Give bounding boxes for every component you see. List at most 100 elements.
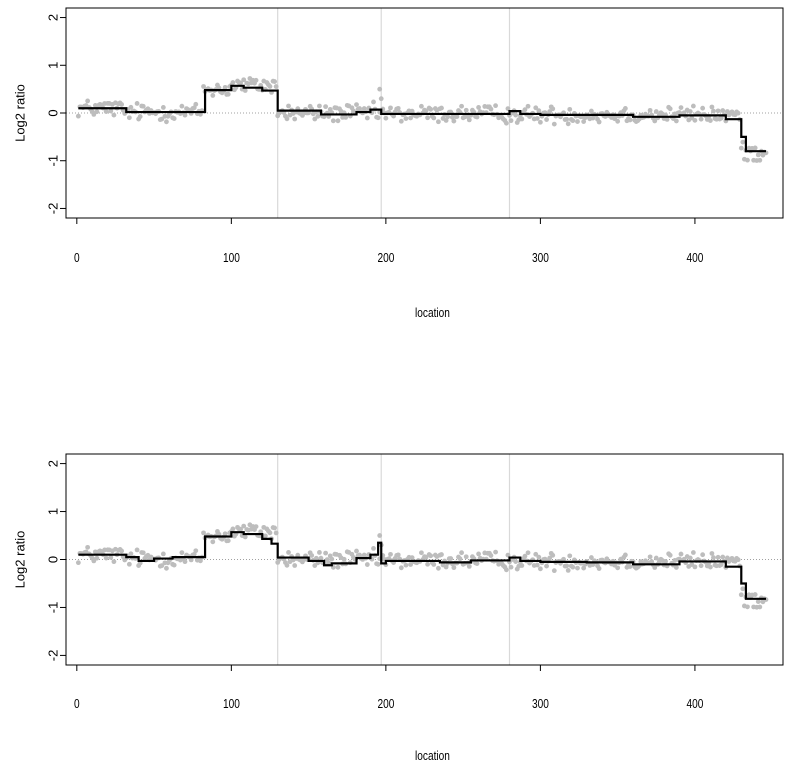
- data-point: [253, 524, 259, 530]
- data-point: [140, 103, 146, 109]
- data-point: [565, 121, 571, 127]
- data-point: [534, 116, 540, 121]
- data-point: [667, 106, 673, 112]
- data-point: [678, 551, 684, 557]
- data-point: [564, 116, 570, 122]
- data-point: [667, 552, 673, 558]
- data-point: [335, 118, 341, 124]
- data-point: [242, 534, 248, 540]
- data-point: [567, 553, 573, 559]
- data-point: [439, 552, 444, 557]
- y-tick-label: 0: [46, 556, 61, 563]
- data-point: [445, 114, 451, 120]
- y-tick-label: 2: [46, 460, 61, 467]
- data-point: [377, 533, 383, 538]
- data-point: [383, 115, 389, 121]
- data-point: [436, 565, 441, 571]
- data-point: [317, 103, 322, 109]
- data-point: [519, 116, 525, 122]
- data-point: [653, 109, 659, 114]
- data-point: [395, 105, 401, 111]
- data-point: [720, 108, 726, 113]
- data-point: [488, 106, 494, 112]
- data-point: [94, 555, 100, 561]
- data-point: [547, 555, 553, 561]
- data-point: [292, 563, 298, 568]
- data-point: [398, 118, 404, 124]
- data-point: [622, 552, 628, 558]
- data-point: [459, 550, 464, 556]
- data-point: [262, 533, 268, 539]
- data-point: [715, 108, 721, 114]
- data-point: [431, 115, 437, 121]
- data-point: [698, 116, 704, 122]
- data-point: [238, 526, 244, 532]
- data-point: [159, 563, 165, 569]
- data-point: [457, 556, 463, 562]
- data-point: [193, 101, 199, 107]
- data-point: [508, 564, 514, 570]
- data-point: [241, 523, 247, 529]
- data-point: [335, 564, 341, 570]
- data-point: [354, 102, 359, 108]
- data-point: [312, 563, 318, 568]
- data-point: [533, 105, 539, 111]
- data-point: [474, 561, 480, 566]
- y-tick-label: -1: [46, 602, 61, 614]
- data-point: [700, 105, 706, 111]
- data-point: [108, 108, 114, 114]
- data-point: [403, 116, 409, 122]
- data-point: [375, 115, 381, 121]
- data-point: [757, 157, 763, 163]
- data-point: [284, 562, 290, 568]
- data-point: [126, 561, 132, 567]
- data-point: [272, 79, 278, 84]
- data-point: [75, 560, 81, 566]
- data-point: [403, 562, 409, 568]
- data-point: [436, 119, 441, 125]
- data-point: [698, 563, 704, 569]
- data-point: [128, 551, 134, 557]
- data-point: [428, 106, 434, 112]
- data-point: [425, 561, 430, 567]
- data-point: [395, 552, 401, 558]
- data-point: [443, 564, 449, 570]
- data-point: [179, 550, 185, 556]
- data-point: [564, 563, 570, 569]
- data-point: [354, 548, 359, 554]
- data-point: [160, 551, 166, 557]
- data-point: [459, 103, 464, 109]
- y-tick-label: -2: [46, 203, 61, 215]
- data-point: [272, 525, 278, 531]
- data-point: [575, 119, 580, 124]
- data-point: [544, 563, 549, 569]
- data-point: [179, 103, 185, 109]
- data-point: [537, 119, 543, 125]
- data-point: [188, 557, 194, 563]
- x-axis-label: location: [415, 306, 450, 320]
- x-tick-label: 300: [532, 251, 549, 265]
- data-point: [588, 555, 594, 560]
- data-point: [707, 118, 713, 123]
- x-tick-label: 0: [74, 251, 80, 265]
- data-point: [466, 564, 472, 569]
- data-point: [253, 77, 259, 83]
- data-point: [398, 565, 404, 571]
- data-point: [419, 550, 424, 556]
- data-point: [513, 559, 519, 565]
- bottom-panel: -2 -1 0 1 2 0 100 200 300 400 Log2 ratio locatio…: [13, 453, 784, 763]
- data-point: [700, 552, 706, 558]
- data-point: [525, 103, 531, 109]
- data-point: [463, 107, 469, 113]
- data-point: [537, 566, 543, 572]
- data-point: [711, 108, 716, 114]
- data-point: [581, 119, 587, 124]
- data-point: [318, 555, 324, 561]
- data-point: [388, 551, 393, 557]
- data-point: [544, 117, 549, 122]
- data-point: [182, 559, 188, 565]
- data-point: [326, 560, 332, 566]
- x-tick-label: 200: [377, 697, 394, 711]
- data-point: [550, 552, 556, 558]
- y-tick-label: 1: [46, 62, 61, 69]
